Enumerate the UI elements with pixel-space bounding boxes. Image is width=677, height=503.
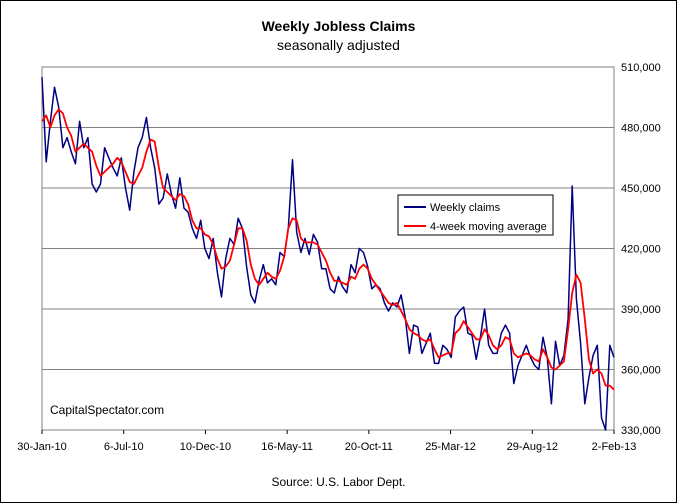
chart-subtitle: seasonally adjusted <box>277 37 400 53</box>
chart-source: Source: U.S. Labor Dept. <box>271 475 406 489</box>
x-tick-label: 16-May-11 <box>261 441 313 453</box>
x-tick-label: 10-Dec-10 <box>180 441 231 453</box>
y-tick-label: 510,000 <box>621 62 661 74</box>
watermark: CapitalSpectator.com <box>50 403 164 417</box>
x-tick-label: 29-Aug-12 <box>507 441 558 453</box>
legend: Weekly claims 4-week moving average <box>397 194 554 236</box>
legend-label-weekly: Weekly claims <box>430 202 501 214</box>
x-tick-label: 20-Oct-11 <box>345 441 393 453</box>
y-tick-label: 420,000 <box>621 244 661 256</box>
plot-area <box>41 66 615 431</box>
y-tick-label: 360,000 <box>621 365 661 377</box>
legend-box <box>397 194 554 236</box>
series-line-moving-average <box>41 108 615 391</box>
series-line-weekly-claims <box>41 77 615 431</box>
x-tick-label: 6-Jul-10 <box>104 441 144 453</box>
legend-label-average: 4-week moving average <box>430 221 547 233</box>
y-tick-label: 450,000 <box>621 183 661 195</box>
chart-title: Weekly Jobless Claims <box>261 18 416 34</box>
x-tick-label: 25-Mar-12 <box>425 441 476 453</box>
x-tick-label: 30-Jan-10 <box>17 441 67 453</box>
y-tick-label: 480,000 <box>621 123 661 135</box>
y-tick-label: 390,000 <box>621 304 661 316</box>
y-tick-label: 330,000 <box>621 425 661 437</box>
x-tick-label: 2-Feb-13 <box>592 441 637 453</box>
